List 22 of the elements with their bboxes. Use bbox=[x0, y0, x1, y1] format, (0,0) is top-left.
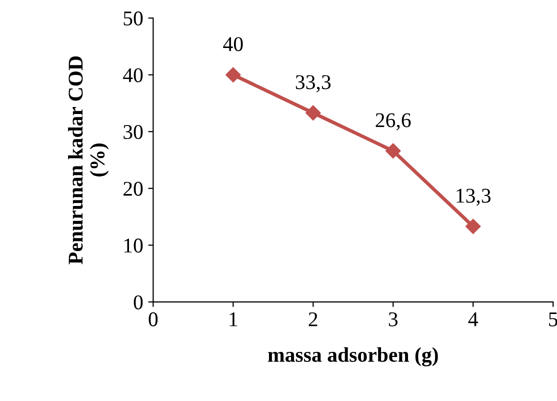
point bbox=[226, 67, 241, 82]
y-tick-label: 20 bbox=[124, 182, 143, 196]
data-label: 13,3 bbox=[456, 188, 491, 206]
y-tick-label: 0 bbox=[134, 295, 143, 310]
x-tick-label: 2 bbox=[308, 312, 318, 326]
data-label: 26,6 bbox=[376, 113, 411, 130]
x-tick-label: 1 bbox=[230, 312, 238, 326]
data-label: 33,3 bbox=[296, 75, 331, 92]
x-tick-label: 3 bbox=[388, 312, 398, 326]
y-axis-title: Penurunan kadar COD (%) bbox=[68, 56, 109, 264]
y-tick-label: 50 bbox=[124, 11, 143, 26]
y-tick-label: 40 bbox=[123, 68, 143, 82]
y-tick-label: 10 bbox=[124, 238, 143, 253]
point bbox=[466, 218, 481, 234]
point bbox=[386, 143, 401, 158]
y-tick-label: 30 bbox=[124, 124, 143, 140]
data-label: 40 bbox=[223, 37, 243, 52]
x-tick-label: 4 bbox=[468, 312, 478, 326]
x-axis-title: massa adsorben (g) bbox=[268, 347, 438, 366]
x-tick-label: 0 bbox=[148, 312, 158, 326]
x-tick-label: 5 bbox=[549, 312, 557, 326]
point bbox=[306, 105, 321, 120]
